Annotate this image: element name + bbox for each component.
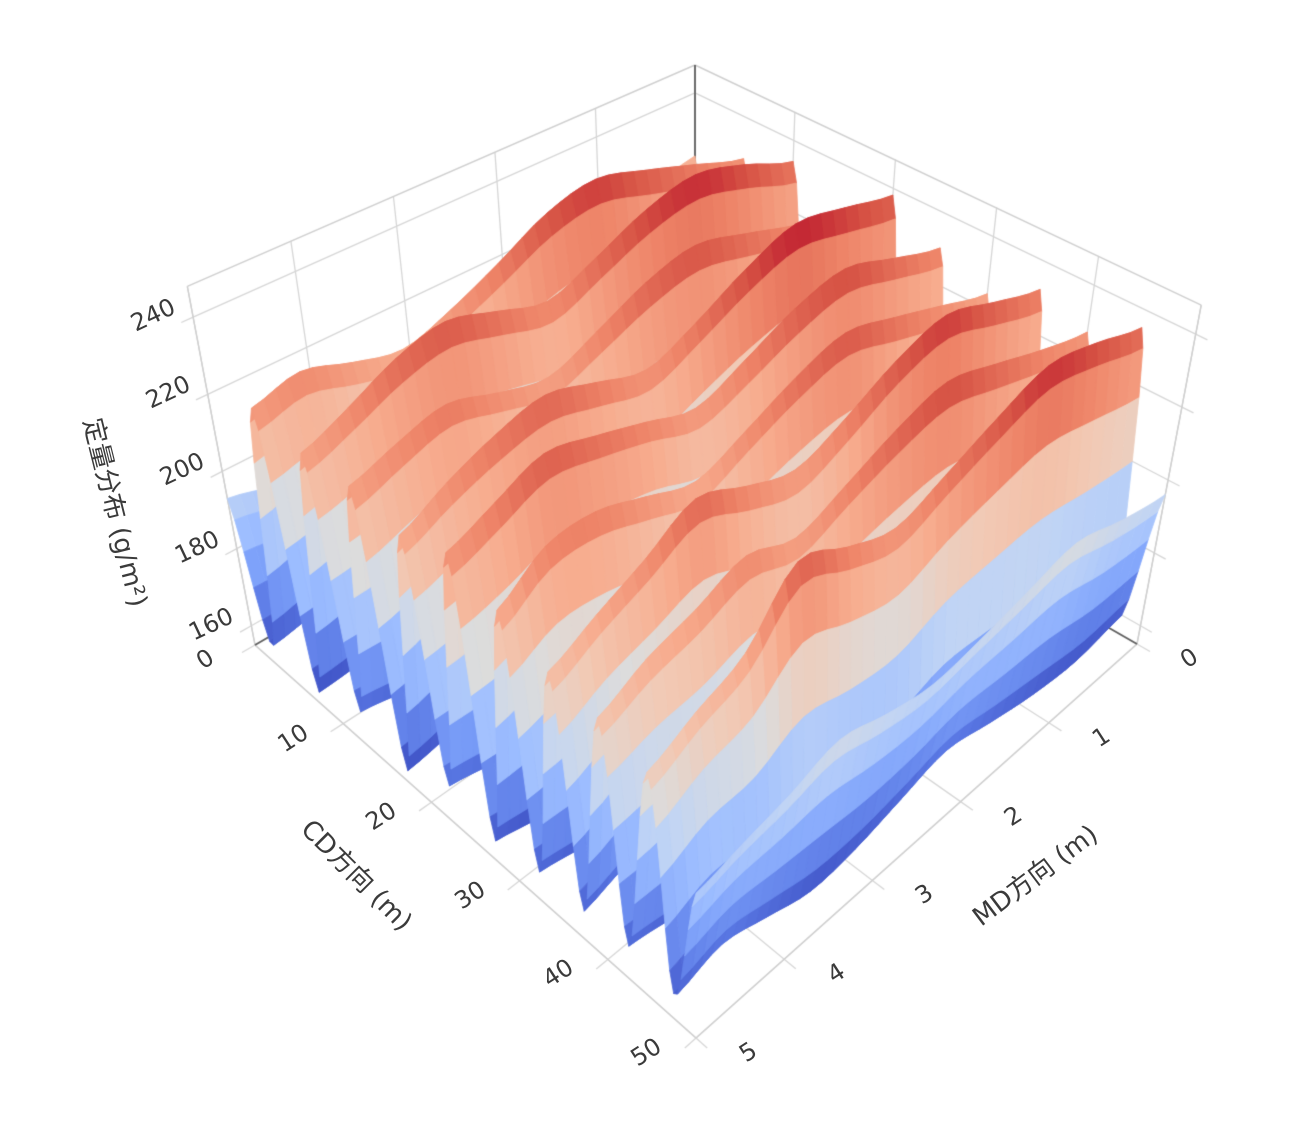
figure: 160 180 200 220 240 0 10 20 30 40 50 0 1 2 3 4 5 定量分布 (g… [0,0,1289,1126]
surface-plot-canvas [0,0,1289,1126]
